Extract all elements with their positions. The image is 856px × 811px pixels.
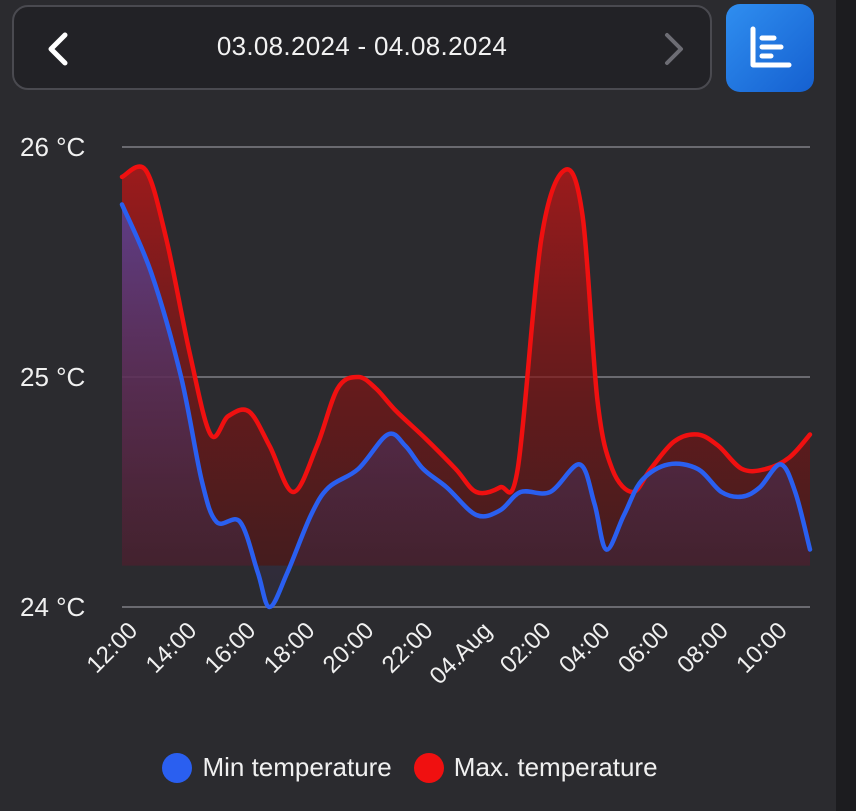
date-range-label: 03.08.2024 - 04.08.2024 — [216, 31, 508, 61]
chart-areas — [122, 166, 810, 607]
y-tick-label: 24 °C — [20, 592, 85, 622]
chart-lines — [119, 164, 813, 610]
y-tick-label: 26 °C — [20, 132, 85, 162]
x-axis-labels: 12:0014:0016:0018:0020:0022:0004.Aug02:0… — [82, 617, 793, 690]
window-edge — [836, 0, 856, 811]
x-tick-label: 08:00 — [672, 617, 734, 679]
bar-chart-icon — [750, 26, 792, 68]
x-tick-label: 14:00 — [141, 617, 203, 679]
x-tick-label: 12:00 — [82, 617, 144, 679]
x-tick-label: 04:00 — [554, 617, 616, 679]
legend-swatch-min — [162, 752, 193, 783]
chart-view-toggle-button[interactable] — [726, 4, 814, 92]
x-tick-label: 10:00 — [731, 617, 793, 679]
legend-item-min[interactable]: Min temperature — [162, 752, 392, 783]
x-tick-label: 20:00 — [318, 617, 380, 679]
y-tick-label: 25 °C — [20, 362, 85, 392]
min-temperature-area — [122, 204, 810, 607]
x-tick-label: 02:00 — [495, 617, 557, 679]
x-tick-label: 06:00 — [613, 617, 675, 679]
previous-period-button[interactable] — [38, 25, 78, 73]
legend-label-min: Min temperature — [202, 752, 392, 782]
max-temperature-line — [119, 164, 813, 496]
x-tick-label: 18:00 — [259, 617, 321, 679]
legend-item-max[interactable]: Max. temperature — [413, 752, 658, 783]
chart-grid — [122, 146, 810, 608]
chart-legend: Min temperature Max. temperature — [0, 752, 820, 783]
temperature-chart: 24 °C 25 °C 26 °C 12:0014:0016:0018:0020:0… — [20, 132, 813, 690]
legend-swatch-max — [413, 752, 444, 783]
x-tick-label: 16:00 — [200, 617, 262, 679]
min-temperature-line — [119, 202, 813, 610]
legend-label-max: Max. temperature — [453, 752, 658, 782]
chevron-left-icon — [48, 32, 68, 66]
y-axis-labels: 24 °C 25 °C 26 °C — [20, 132, 85, 622]
x-tick-label: 04.Aug — [425, 617, 498, 690]
next-period-button[interactable] — [654, 25, 694, 73]
chevron-right-icon — [665, 33, 683, 65]
date-range-navigator: 03.08.2024 - 04.08.2024 — [12, 5, 712, 90]
